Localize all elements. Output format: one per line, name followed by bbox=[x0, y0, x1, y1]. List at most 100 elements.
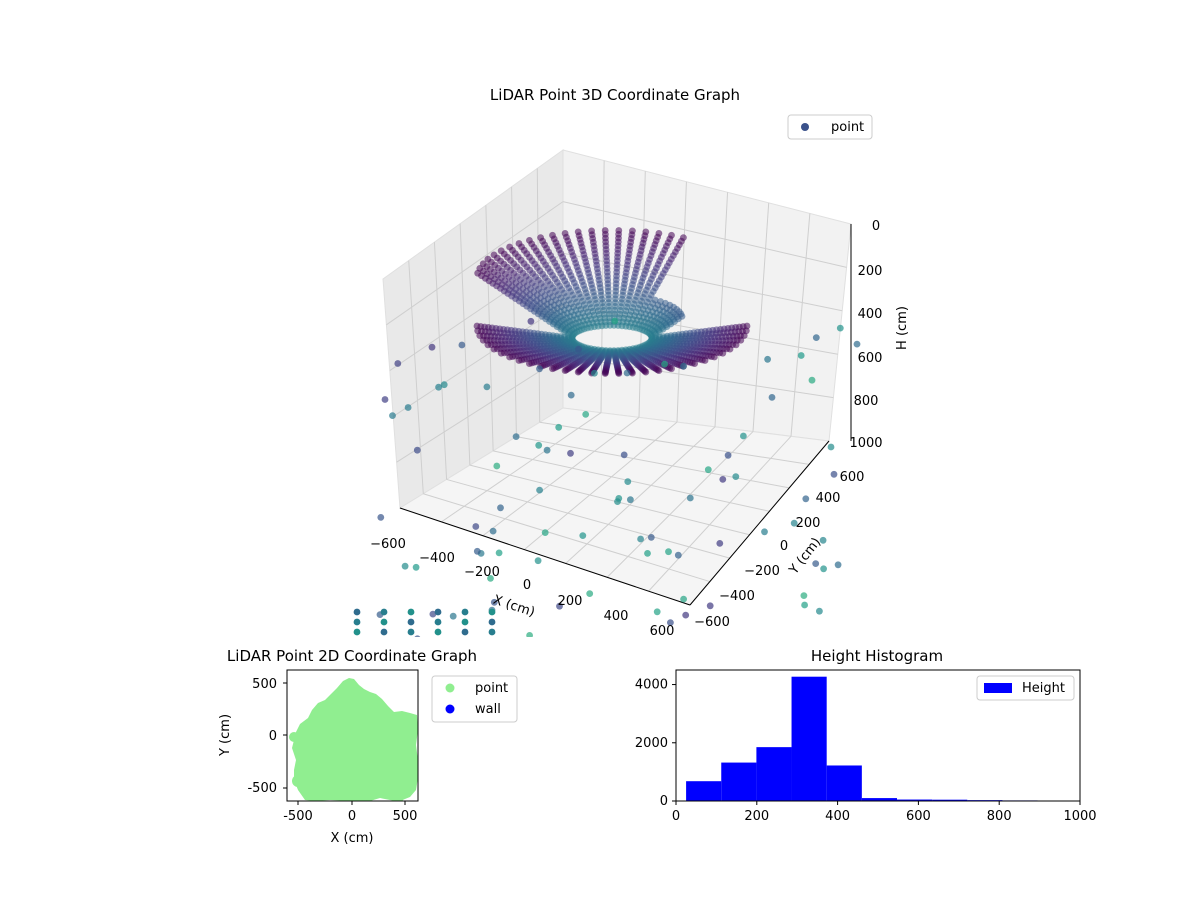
point-3d bbox=[678, 313, 686, 320]
point-3d bbox=[515, 357, 523, 364]
x-tick-label: 400 bbox=[604, 609, 629, 624]
histogram-y-tick-label: 2000 bbox=[635, 736, 668, 751]
legend-2d: point wall bbox=[431, 675, 518, 723]
point-3d bbox=[601, 227, 609, 234]
scatter-point-3d bbox=[665, 548, 672, 556]
legend-2d-marker-wall bbox=[445, 704, 455, 714]
scatter-point-3d bbox=[389, 412, 396, 419]
point-3d bbox=[497, 349, 505, 357]
scatter-point-3d bbox=[483, 383, 491, 391]
legend-3d-label: point bbox=[831, 120, 864, 135]
scatter-point-3d bbox=[434, 618, 442, 626]
scatter-point-3d bbox=[661, 360, 668, 368]
x-tick-label: 600 bbox=[650, 624, 675, 639]
point-3d bbox=[484, 341, 492, 349]
floor-grid-line bbox=[469, 464, 750, 536]
y-axis-line bbox=[689, 440, 830, 606]
x-tick-label: −600 bbox=[370, 537, 406, 552]
scatter-point-3d bbox=[429, 610, 437, 618]
point-3d bbox=[601, 370, 609, 377]
y2d-axis-label: Y (cm) bbox=[218, 714, 233, 757]
histogram-x-tick-label: 800 bbox=[987, 809, 1012, 824]
y-tick-label: 400 bbox=[816, 491, 841, 506]
legend-hist-swatch bbox=[984, 683, 1012, 693]
scatter-point-3d bbox=[768, 394, 776, 401]
point-3d bbox=[490, 251, 498, 259]
scatter-point-3d bbox=[740, 432, 747, 440]
side-grid-line bbox=[386, 201, 564, 326]
legend-2d-label: point bbox=[475, 681, 508, 696]
point-3d bbox=[574, 228, 582, 236]
y-tick-label: −400 bbox=[719, 589, 755, 604]
histogram-y-tick-label: 4000 bbox=[635, 678, 668, 693]
scatter-point-3d bbox=[497, 504, 504, 512]
scatter-point-3d bbox=[541, 529, 549, 536]
scatter-point-3d bbox=[704, 466, 712, 474]
floor-grid-line bbox=[539, 421, 810, 465]
scatter-point-3d bbox=[555, 423, 563, 431]
scatter-point-3d bbox=[556, 602, 563, 610]
histogram-x-tick-label: 600 bbox=[906, 809, 931, 824]
floor-grid-line bbox=[446, 478, 730, 559]
y-ticks: −600 −400 −200 0 200 400 600 bbox=[694, 470, 864, 630]
histogram-x-tick-label: 400 bbox=[825, 809, 850, 824]
point-3d bbox=[479, 260, 487, 268]
scatter-point-3d bbox=[488, 618, 496, 626]
floor-grid-line bbox=[523, 421, 678, 550]
scatter-point-3d bbox=[644, 550, 651, 557]
y-axis-label: Y (cm) bbox=[786, 535, 824, 578]
scatter-point-3d bbox=[407, 608, 415, 616]
scatter-point-3d bbox=[834, 561, 842, 569]
floor-grid-line bbox=[482, 417, 640, 537]
scatter-point-3d bbox=[488, 608, 496, 616]
floor-grid-line bbox=[441, 412, 602, 523]
scatter-point-3d bbox=[488, 628, 496, 636]
scatter-point-3d bbox=[624, 478, 632, 485]
x-tick-label: −200 bbox=[464, 565, 500, 580]
point-3d bbox=[484, 255, 492, 263]
scatter-point-3d bbox=[493, 462, 501, 470]
scatter-point-3d bbox=[682, 611, 690, 619]
scatter-point-3d bbox=[472, 523, 480, 530]
scatter-point-3d bbox=[719, 476, 727, 483]
scatter-point-3d bbox=[449, 612, 457, 620]
scatter-point-3d bbox=[800, 592, 808, 599]
x2d-tick-label: 500 bbox=[393, 809, 418, 824]
legend-hist-frame bbox=[976, 675, 1075, 701]
scatter-point-3d bbox=[579, 532, 587, 539]
floor-grid-line bbox=[516, 436, 790, 489]
histogram-bar bbox=[896, 799, 933, 801]
scatter-point-3d bbox=[461, 618, 469, 626]
y-tick-label: 200 bbox=[796, 516, 821, 531]
point-3d bbox=[473, 322, 481, 330]
scatter-point-3d bbox=[667, 619, 674, 626]
point-3d bbox=[701, 357, 709, 364]
point-3d bbox=[574, 368, 582, 376]
chart-3d-title: LiDAR Point 3D Coordinate Graph bbox=[490, 86, 740, 104]
histogram-bar bbox=[826, 765, 862, 801]
scatter-point-3d bbox=[353, 608, 361, 616]
point-blob-edge bbox=[289, 732, 299, 742]
point-blob bbox=[292, 678, 418, 801]
scatter-point-3d bbox=[407, 628, 415, 636]
point-3d bbox=[737, 336, 745, 344]
scatter-point-3d bbox=[820, 565, 827, 573]
scatter-point-3d bbox=[627, 496, 634, 504]
back-grid-line bbox=[714, 192, 729, 427]
point-3d bbox=[537, 234, 544, 242]
x-tick-label: −400 bbox=[419, 551, 455, 566]
scatter-point-3d bbox=[512, 433, 520, 440]
scatter-point-3d bbox=[827, 443, 835, 451]
scatter-point-3d bbox=[458, 341, 466, 349]
scatter-point-3d bbox=[404, 404, 412, 411]
x-axis-line bbox=[399, 507, 691, 606]
scatter-point-3d bbox=[802, 495, 810, 503]
z-axis-label: H (cm) bbox=[895, 306, 910, 350]
scatter-point-3d bbox=[801, 601, 808, 609]
point-3d bbox=[615, 227, 623, 234]
histogram-x-tick-label: 1000 bbox=[1063, 809, 1096, 824]
point-3d bbox=[668, 231, 675, 239]
scatter-point-3d bbox=[567, 391, 575, 399]
scatter-point-3d bbox=[353, 618, 361, 626]
